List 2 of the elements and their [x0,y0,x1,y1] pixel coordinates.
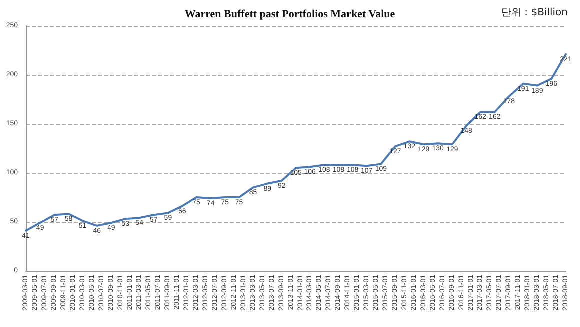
text: 단위 : $Billion [501,8,568,18]
chart-title: Warren Buffett past Portfolios Market Value [184,8,396,20]
